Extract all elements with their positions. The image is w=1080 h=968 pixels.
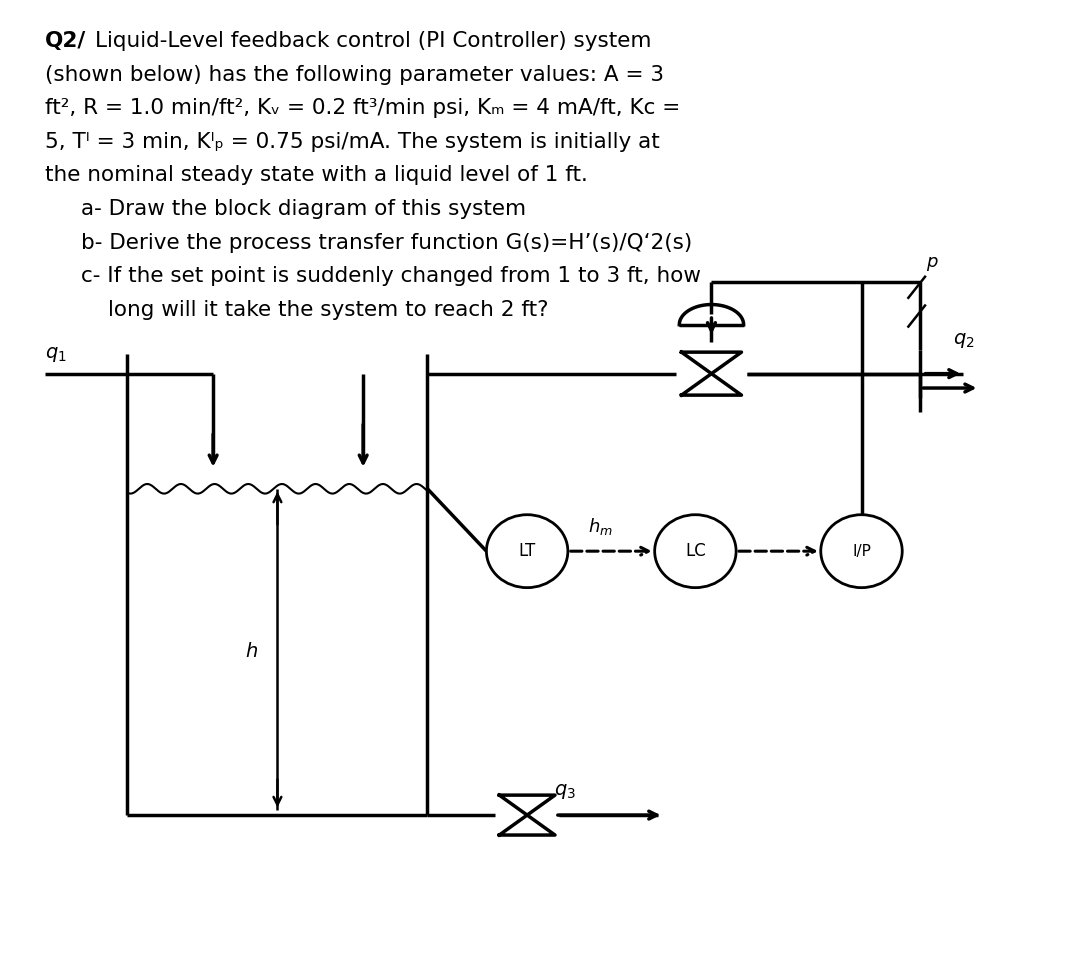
Text: the nominal steady state with a liquid level of 1 ft.: the nominal steady state with a liquid l… <box>45 166 588 186</box>
Text: b- Derive the process transfer function G(s)=H’(s)/Q‘2(s): b- Derive the process transfer function … <box>81 232 692 253</box>
Text: $q_2$: $q_2$ <box>953 331 974 349</box>
Text: LT: LT <box>518 542 536 560</box>
Circle shape <box>486 515 568 588</box>
Text: $p$: $p$ <box>926 255 939 273</box>
Text: I/P: I/P <box>852 544 870 559</box>
Text: Q2/: Q2/ <box>45 31 86 51</box>
Text: $h_m$: $h_m$ <box>589 516 613 537</box>
Text: ft², R = 1.0 min/ft², Kᵥ = 0.2 ft³/min psi, Kₘ = 4 mA/ft, Kᴄ =: ft², R = 1.0 min/ft², Kᵥ = 0.2 ft³/min p… <box>45 98 680 118</box>
Text: Liquid-Level feedback control (PI Controller) system: Liquid-Level feedback control (PI Contro… <box>95 31 651 51</box>
Circle shape <box>654 515 737 588</box>
Text: $q_3$: $q_3$ <box>554 782 576 801</box>
Text: $q_1$: $q_1$ <box>45 345 67 364</box>
Text: 5, Tᴵ = 3 min, Kᴵₚ = 0.75 psi/mA. The system is initially at: 5, Tᴵ = 3 min, Kᴵₚ = 0.75 psi/mA. The sy… <box>45 132 660 152</box>
Text: $h$: $h$ <box>245 643 258 661</box>
Text: (shown below) has the following parameter values: A = 3: (shown below) has the following paramete… <box>45 65 664 84</box>
Circle shape <box>821 515 902 588</box>
Text: c- If the set point is suddenly changed from 1 to 3 ft, how: c- If the set point is suddenly changed … <box>81 266 701 287</box>
Text: LC: LC <box>685 542 705 560</box>
Text: a- Draw the block diagram of this system: a- Draw the block diagram of this system <box>81 199 526 219</box>
Text: long will it take the system to reach 2 ft?: long will it take the system to reach 2 … <box>108 300 549 319</box>
